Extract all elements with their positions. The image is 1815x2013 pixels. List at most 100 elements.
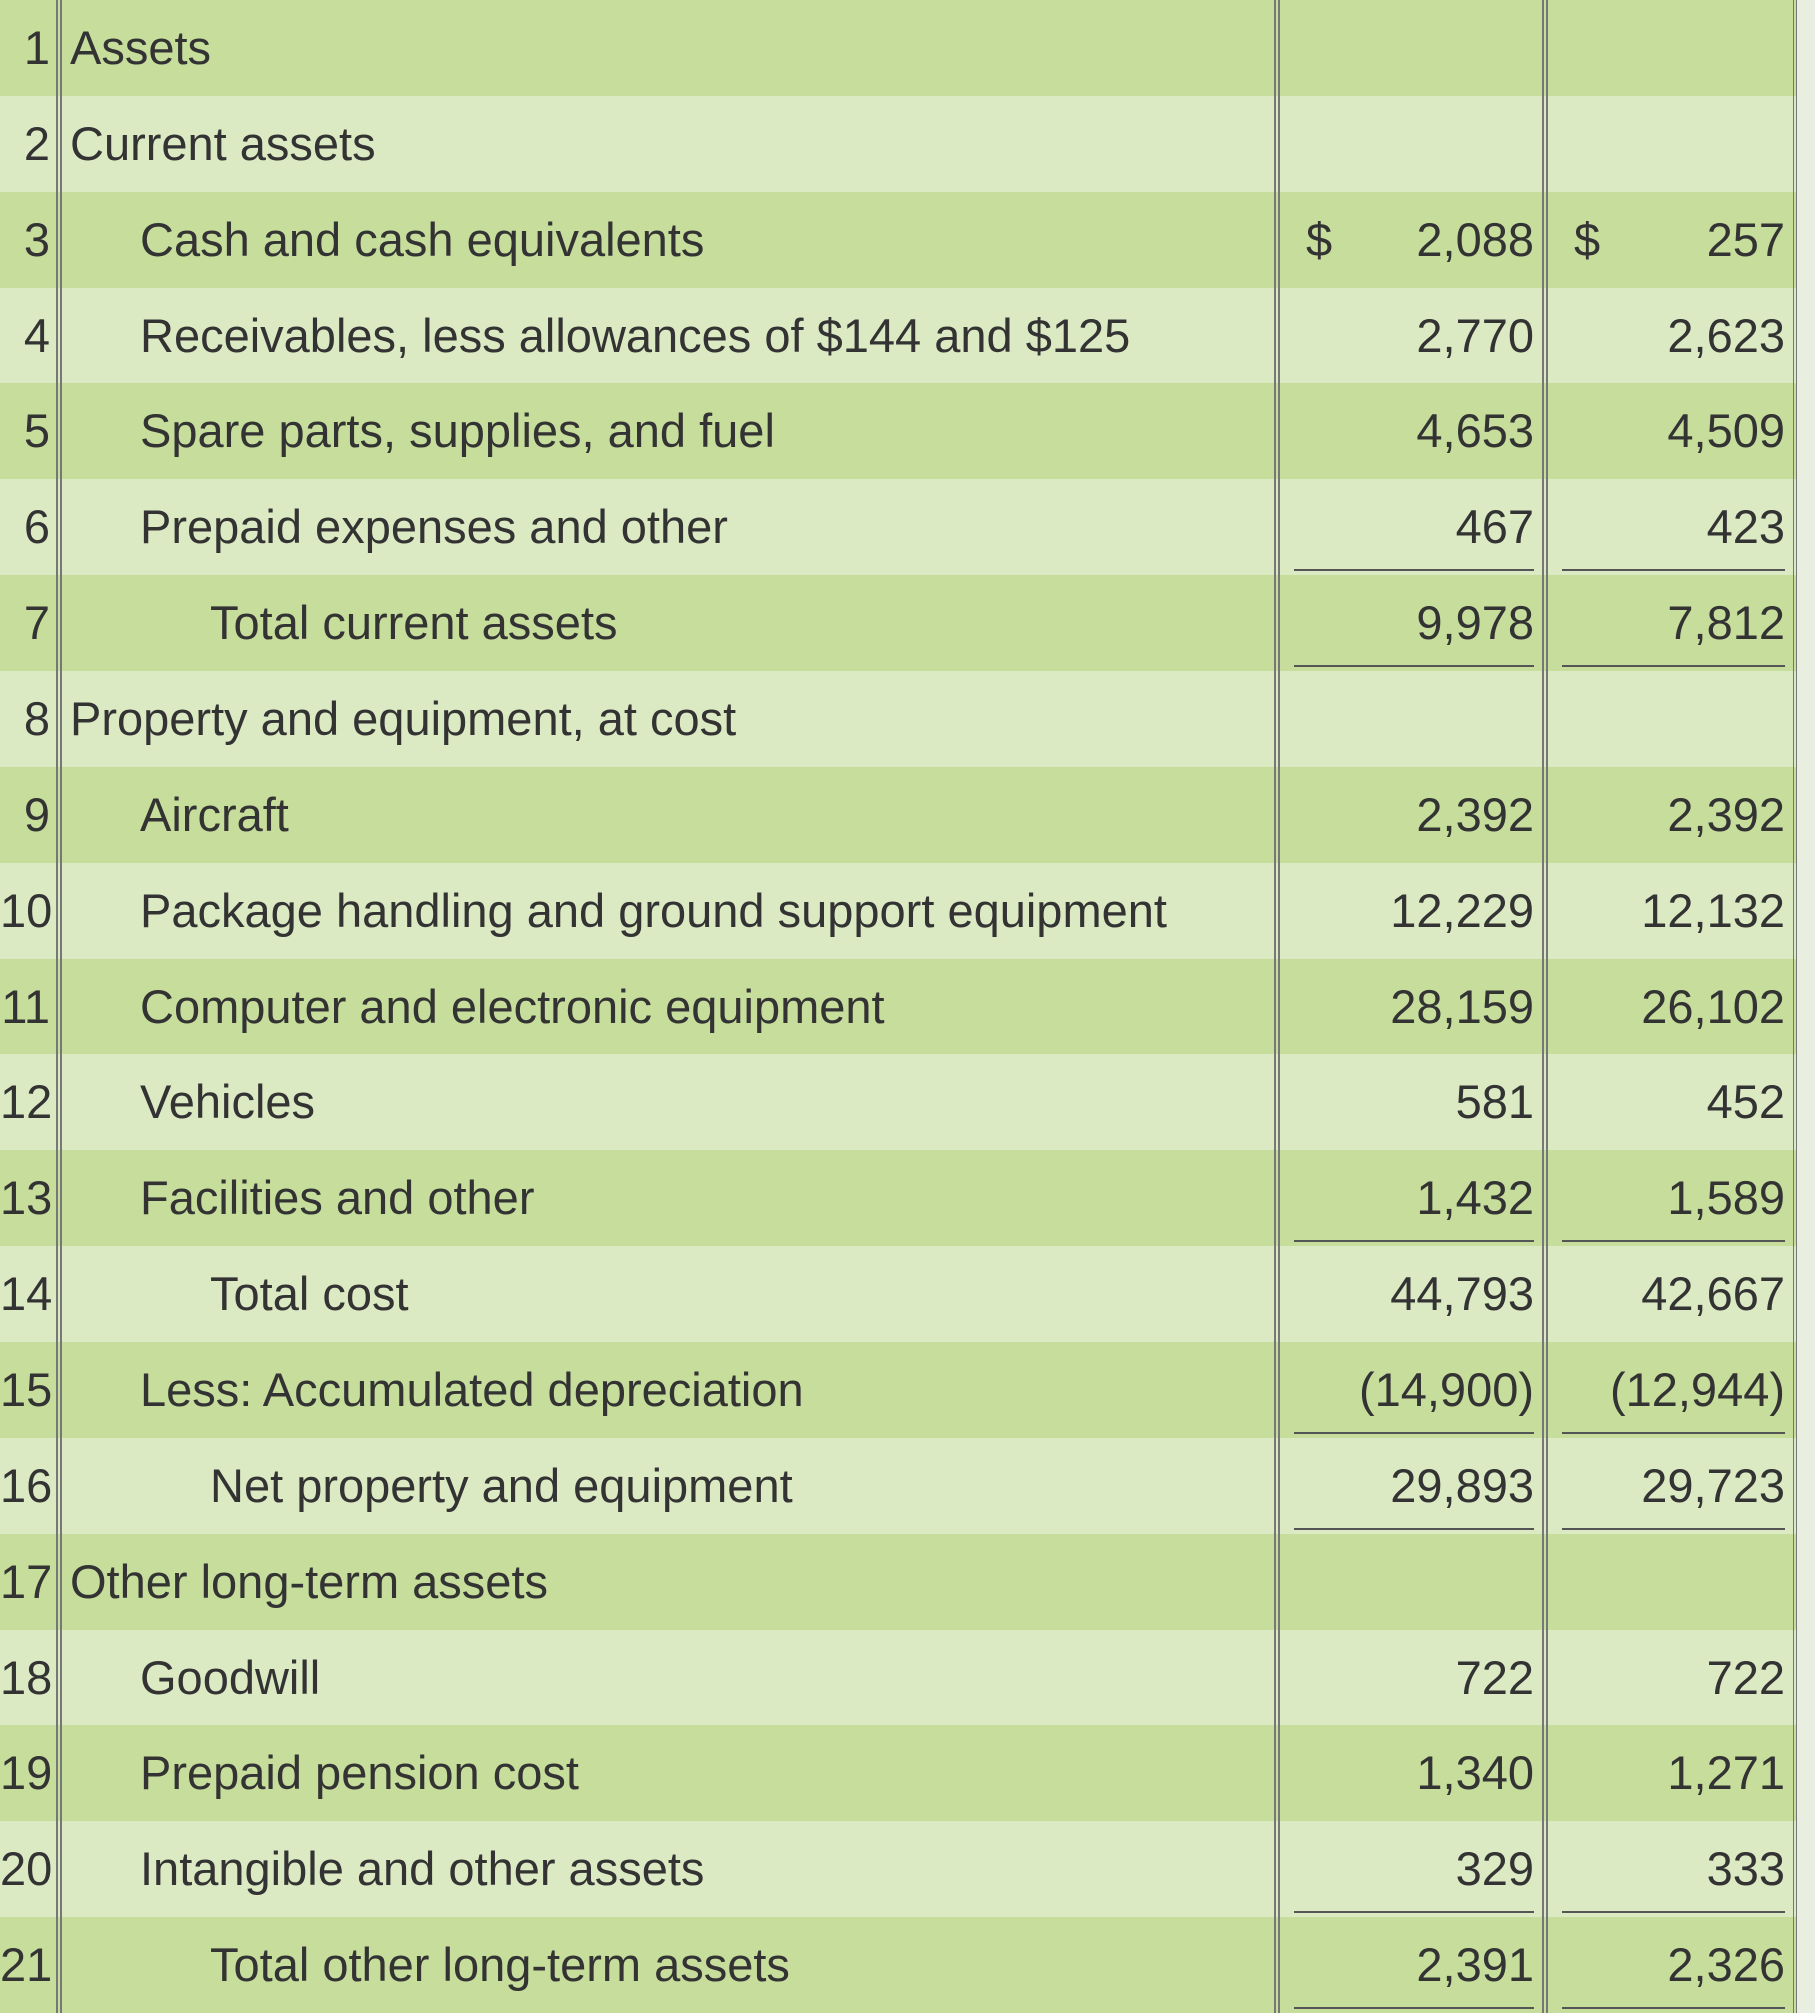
amount-value: 29,723 — [1641, 1458, 1785, 1512]
amount-cell: 44,793 — [1274, 1246, 1542, 1343]
row-number: 2 — [0, 95, 62, 192]
row-label: Current assets — [70, 116, 376, 170]
row-label: Goodwill — [140, 1650, 321, 1704]
amount-cell — [1542, 1533, 1797, 1630]
table-row: 6 Prepaid expenses and other 467 423 — [0, 479, 1797, 576]
row-label: Facilities and other — [140, 1171, 535, 1225]
row-label: Property and equipment, at cost — [70, 692, 737, 745]
amount-value: 29,893 — [1390, 1458, 1534, 1512]
table-row: 11 Computer and electronic equipment 28,15… — [0, 958, 1797, 1055]
amount-cell: 12,229 — [1274, 862, 1542, 959]
amount-cell: 467 — [1274, 479, 1542, 576]
amount-cell: 329 — [1274, 1821, 1542, 1918]
amount-cell: $257 — [1542, 191, 1797, 288]
amount-cell: 4,509 — [1542, 383, 1797, 480]
table-row: 7 Total current assets 9,978 7,812 — [0, 575, 1797, 672]
amount-cell: 9,978 — [1274, 575, 1542, 672]
table-row: 13 Facilities and other 1,432 1,589 — [0, 1150, 1797, 1247]
amount-value: 2,391 — [1416, 1938, 1534, 1992]
amount-cell — [1274, 671, 1542, 767]
row-label: Total current assets — [210, 596, 618, 650]
table-row: 9 Aircraft 2,392 2,392 — [0, 766, 1797, 863]
row-label: Prepaid expenses and other — [140, 500, 728, 554]
amount-value: 12,229 — [1390, 883, 1534, 937]
row-label: Package handling and ground support equi… — [140, 883, 1167, 937]
amount-cell: $2,088 — [1274, 191, 1542, 288]
table-row: 10 Package handling and ground support eq… — [0, 862, 1797, 959]
amount-cell — [1542, 671, 1797, 767]
amount-cell — [1274, 0, 1542, 96]
row-number: 10 — [0, 862, 62, 959]
amount-cell: 1,340 — [1274, 1725, 1542, 1822]
table-row: 20 Intangible and other assets 329 333 — [0, 1821, 1797, 1918]
amount-value: 2,088 — [1416, 212, 1534, 266]
amount-value: 26,102 — [1641, 979, 1785, 1033]
amount-value: 333 — [1706, 1842, 1785, 1896]
row-number: 7 — [0, 575, 62, 672]
row-label: Spare parts, supplies, and fuel — [140, 404, 775, 458]
currency-sign: $ — [1306, 212, 1333, 266]
amount-value: 722 — [1455, 1650, 1534, 1704]
amount-value: 452 — [1706, 1075, 1785, 1129]
table-row: 1 Assets — [0, 0, 1797, 96]
amount-cell: 452 — [1542, 1054, 1797, 1151]
table-row: 19 Prepaid pension cost 1,340 1,271 — [0, 1725, 1797, 1822]
amount-cell: 4,653 — [1274, 383, 1542, 480]
amount-value: 329 — [1455, 1842, 1534, 1896]
amount-cell: 2,392 — [1542, 766, 1797, 863]
row-number: 18 — [0, 1629, 62, 1726]
amount-value: 44,793 — [1390, 1267, 1534, 1321]
amount-value: 9,978 — [1416, 596, 1534, 650]
amount-value: 12,132 — [1641, 883, 1785, 937]
amount-value: 423 — [1706, 500, 1785, 554]
amount-value: 1,432 — [1416, 1171, 1534, 1225]
amount-cell: 581 — [1274, 1054, 1542, 1151]
row-number: 5 — [0, 383, 62, 480]
row-number: 4 — [0, 287, 62, 384]
amount-value: 2,392 — [1667, 787, 1785, 841]
row-number: 6 — [0, 479, 62, 576]
amount-cell: 1,589 — [1542, 1150, 1797, 1247]
row-number: 8 — [0, 671, 62, 767]
table-row: 12 Vehicles 581 452 — [0, 1054, 1797, 1151]
row-number: 13 — [0, 1150, 62, 1247]
amount-value: 1,340 — [1416, 1746, 1534, 1800]
amount-cell: 26,102 — [1542, 958, 1797, 1055]
row-number: 14 — [0, 1246, 62, 1343]
table-row: 17 Other long-term assets — [0, 1533, 1797, 1630]
amount-value: 722 — [1706, 1650, 1785, 1704]
amount-value: 2,770 — [1416, 308, 1534, 362]
row-number: 19 — [0, 1725, 62, 1822]
amount-cell — [1542, 95, 1797, 192]
table-row: 2 Current assets — [0, 95, 1797, 192]
amount-cell — [1542, 0, 1797, 96]
table-row: 8 Property and equipment, at cost — [0, 671, 1797, 767]
amount-cell: 42,667 — [1542, 1246, 1797, 1343]
row-label: Assets — [70, 21, 212, 74]
amount-cell: 12,132 — [1542, 862, 1797, 959]
table-row: 3 Cash and cash equivalents $2,088 $257 — [0, 191, 1797, 288]
amount-cell: 423 — [1542, 479, 1797, 576]
amount-value: (14,900) — [1358, 1363, 1534, 1416]
amount-cell — [1274, 1533, 1542, 1630]
amount-cell: 7,812 — [1542, 575, 1797, 672]
row-label: Total other long-term assets — [210, 1938, 790, 1992]
amount-cell: (12,944) — [1542, 1342, 1797, 1438]
row-label: Other long-term assets — [70, 1554, 549, 1608]
amount-cell: 2,392 — [1274, 766, 1542, 863]
amount-cell: 2,326 — [1542, 1917, 1797, 2013]
amount-value: 581 — [1455, 1075, 1534, 1129]
row-number: 21 — [0, 1917, 62, 2013]
row-label: Less: Accumulated depreciation — [140, 1363, 804, 1416]
row-number: 9 — [0, 766, 62, 863]
amount-cell: 28,159 — [1274, 958, 1542, 1055]
amount-cell: 29,723 — [1542, 1437, 1797, 1534]
row-label: Net property and equipment — [210, 1458, 793, 1512]
row-label: Vehicles — [140, 1075, 316, 1129]
amount-value: 28,159 — [1390, 979, 1534, 1033]
amount-cell: 2,770 — [1274, 287, 1542, 384]
table-row: 4 Receivables, less allowances of $144 an… — [0, 287, 1797, 384]
row-number: 20 — [0, 1821, 62, 1918]
amount-value: 7,812 — [1667, 596, 1785, 650]
